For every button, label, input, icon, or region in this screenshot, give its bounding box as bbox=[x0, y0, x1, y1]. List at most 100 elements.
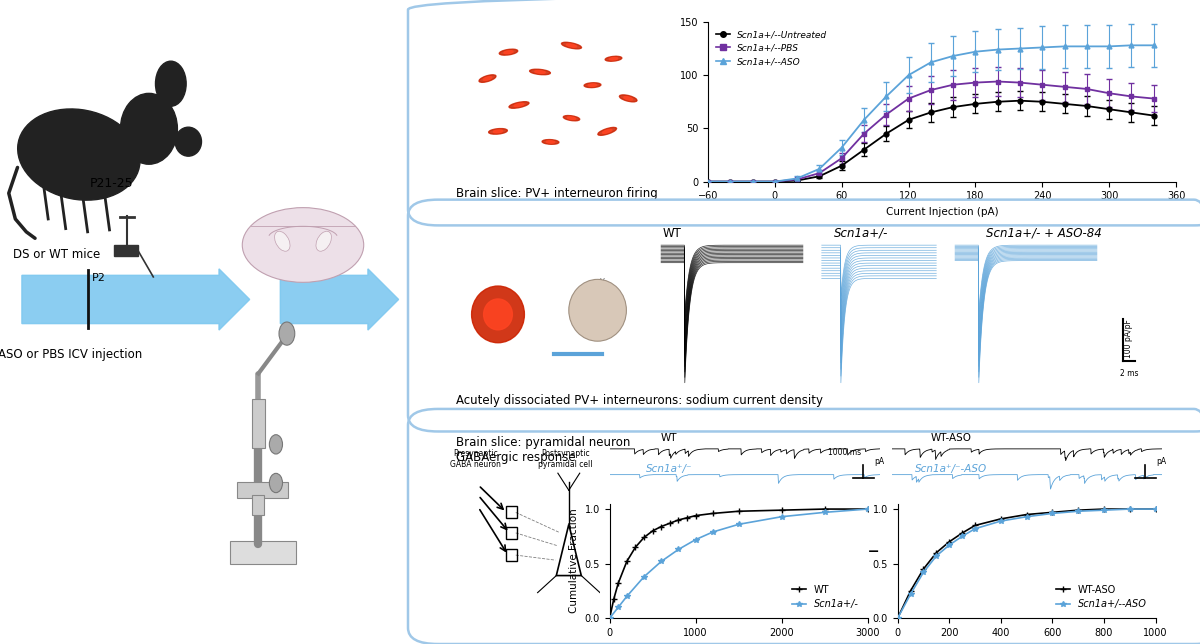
Ellipse shape bbox=[568, 117, 576, 120]
WT bbox=[732, 507, 746, 515]
WT bbox=[662, 520, 677, 527]
WT-ASO bbox=[1148, 505, 1163, 513]
Scn1a+/- bbox=[860, 505, 875, 513]
Text: P21-25: P21-25 bbox=[90, 177, 133, 190]
FancyArrow shape bbox=[281, 269, 398, 330]
Ellipse shape bbox=[588, 84, 596, 86]
Scn1a+/- bbox=[671, 545, 685, 553]
Ellipse shape bbox=[569, 279, 626, 341]
Scn1a+/--ASO bbox=[1072, 507, 1086, 515]
Ellipse shape bbox=[624, 97, 632, 100]
WT bbox=[607, 594, 622, 602]
Text: Scn1a⁺/⁻: Scn1a⁺/⁻ bbox=[646, 464, 692, 474]
WT-ASO bbox=[942, 538, 956, 545]
Scn1a+/- bbox=[602, 614, 617, 622]
Ellipse shape bbox=[602, 129, 612, 133]
Text: WT: WT bbox=[661, 433, 677, 444]
WT-ASO bbox=[1045, 509, 1060, 516]
Ellipse shape bbox=[509, 102, 529, 108]
Scn1a+/--ASO bbox=[917, 569, 931, 576]
WT bbox=[602, 614, 617, 622]
Scn1a+/--ASO bbox=[904, 591, 918, 598]
WT-ASO bbox=[904, 587, 918, 595]
Text: Scn1a⁺/⁻-ASO: Scn1a⁺/⁻-ASO bbox=[914, 464, 988, 474]
WT bbox=[646, 527, 660, 535]
WT-ASO bbox=[929, 549, 943, 556]
Text: Postsynaptic
pyramidal cell: Postsynaptic pyramidal cell bbox=[539, 450, 593, 469]
Text: y: y bbox=[600, 276, 605, 285]
Scn1a+/--ASO bbox=[1019, 513, 1033, 520]
Scn1a+/- bbox=[689, 536, 703, 544]
FancyBboxPatch shape bbox=[252, 495, 264, 515]
Ellipse shape bbox=[605, 56, 622, 61]
Scn1a+/--ASO bbox=[994, 517, 1008, 525]
Scn1a+/--ASO bbox=[1148, 505, 1163, 513]
WT-ASO bbox=[890, 614, 905, 622]
WT-ASO bbox=[1123, 505, 1138, 513]
Ellipse shape bbox=[542, 140, 559, 144]
FancyBboxPatch shape bbox=[114, 245, 138, 256]
Text: ASO or PBS ICV injection: ASO or PBS ICV injection bbox=[0, 348, 143, 361]
Text: Presynaptic
GABA neuron: Presynaptic GABA neuron bbox=[450, 450, 500, 469]
WT-ASO bbox=[1019, 511, 1033, 518]
Line: WT-ASO: WT-ASO bbox=[895, 506, 1158, 621]
Line: Scn1a+/-: Scn1a+/- bbox=[607, 506, 870, 621]
Scn1a+/- bbox=[611, 603, 625, 611]
Scn1a+/--ASO bbox=[1123, 505, 1138, 513]
WT-ASO bbox=[994, 515, 1008, 523]
Ellipse shape bbox=[275, 231, 290, 251]
Line: Scn1a+/--ASO: Scn1a+/--ASO bbox=[895, 506, 1158, 621]
Ellipse shape bbox=[484, 77, 492, 80]
Ellipse shape bbox=[535, 71, 545, 73]
Text: Scn1a+/-: Scn1a+/- bbox=[834, 227, 889, 240]
Ellipse shape bbox=[529, 70, 551, 75]
FancyBboxPatch shape bbox=[238, 482, 288, 498]
Ellipse shape bbox=[610, 57, 618, 60]
Circle shape bbox=[280, 322, 295, 345]
WT-ASO bbox=[1072, 506, 1086, 514]
WT bbox=[619, 558, 634, 565]
Scn1a+/- bbox=[619, 592, 634, 600]
Ellipse shape bbox=[514, 103, 524, 107]
WT bbox=[637, 534, 652, 542]
WT bbox=[689, 512, 703, 520]
Ellipse shape bbox=[488, 129, 508, 134]
WT bbox=[611, 580, 625, 587]
Text: DS or WT mice: DS or WT mice bbox=[13, 248, 101, 261]
Text: WT: WT bbox=[662, 227, 682, 240]
Text: 1000 ms: 1000 ms bbox=[828, 448, 860, 457]
Text: Brain slice: PV+ interneuron firing: Brain slice: PV+ interneuron firing bbox=[456, 187, 658, 200]
Circle shape bbox=[269, 473, 282, 493]
Scn1a+/--ASO bbox=[967, 525, 982, 533]
Scn1a+/- bbox=[774, 513, 788, 520]
WT-ASO bbox=[967, 522, 982, 529]
WT bbox=[654, 523, 668, 531]
Text: 100 pA/pF: 100 pA/pF bbox=[1124, 319, 1134, 357]
WT bbox=[817, 505, 832, 513]
Ellipse shape bbox=[562, 43, 582, 49]
WT bbox=[706, 509, 720, 517]
Ellipse shape bbox=[584, 83, 601, 88]
Scn1a+/- bbox=[637, 573, 652, 581]
Ellipse shape bbox=[175, 128, 202, 156]
Ellipse shape bbox=[566, 44, 576, 47]
Ellipse shape bbox=[598, 128, 617, 135]
Circle shape bbox=[269, 435, 282, 454]
Ellipse shape bbox=[242, 207, 364, 282]
WT bbox=[679, 514, 694, 522]
Ellipse shape bbox=[120, 93, 178, 164]
Scn1a+/--ASO bbox=[890, 614, 905, 622]
Text: Scn1a+/- + ASO-84: Scn1a+/- + ASO-84 bbox=[986, 227, 1102, 240]
Scn1a+/--ASO bbox=[1097, 506, 1111, 514]
WT bbox=[860, 505, 875, 513]
Ellipse shape bbox=[18, 109, 140, 200]
WT bbox=[629, 544, 643, 551]
Legend: WT, Scn1a+/-: WT, Scn1a+/- bbox=[787, 581, 863, 613]
Text: Brain slice: pyramidal neuron
GABAergic response: Brain slice: pyramidal neuron GABAergic … bbox=[456, 436, 630, 464]
Ellipse shape bbox=[472, 286, 524, 343]
Scn1a+/- bbox=[654, 558, 668, 565]
X-axis label: Current Injection (pA): Current Injection (pA) bbox=[886, 207, 998, 217]
Text: 2 ms: 2 ms bbox=[1120, 369, 1139, 378]
Text: WT-ASO: WT-ASO bbox=[930, 433, 972, 444]
Text: P2: P2 bbox=[92, 273, 106, 283]
